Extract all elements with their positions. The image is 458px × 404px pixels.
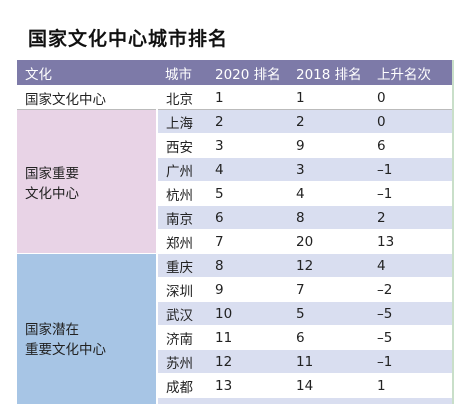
table-row: 国家潜在 重要文化中心 重庆 8 12 4 <box>17 253 452 404</box>
rank-change-cell: –5 <box>369 325 452 350</box>
city-cell: 长沙 <box>157 397 207 404</box>
city-cell: 北京 <box>157 85 207 110</box>
rank-change-cell: 0 <box>369 109 452 134</box>
rank-change-cell: 1 <box>369 373 452 398</box>
rank-2018-cell: 14 <box>288 373 369 398</box>
rank-2018-cell: 4 <box>288 181 369 206</box>
rank-2020-cell: 14 <box>207 397 288 404</box>
city-cell: 广州 <box>157 157 207 182</box>
city-cell: 成都 <box>157 373 207 398</box>
rank-2020-cell: 12 <box>207 349 288 374</box>
city-cell: 重庆 <box>157 253 207 278</box>
group-label: 国家重要 文化中心 <box>17 109 158 254</box>
rank-2018-cell: 20 <box>288 229 369 254</box>
rank-2018-cell: 2 <box>288 109 369 134</box>
rank-change-cell: –1 <box>369 349 452 374</box>
rank-2018-cell: 5 <box>288 301 369 326</box>
rank-2018-cell: 7 <box>288 277 369 302</box>
rank-change-cell: –4 <box>369 397 452 404</box>
city-cell: 深圳 <box>157 277 207 302</box>
rank-2020-cell: 11 <box>207 325 288 350</box>
rank-2020-cell: 9 <box>207 277 288 302</box>
table-row: 成都 13 14 1 <box>17 373 452 398</box>
rank-change-cell: –1 <box>369 181 452 206</box>
table-row: 国家文化中心 北京 1 1 0 <box>17 85 452 110</box>
rank-2020-cell: 10 <box>207 301 288 326</box>
header-culture: 文化 <box>17 60 157 86</box>
rank-2020-cell: 1 <box>207 85 288 110</box>
rank-change-cell: –5 <box>369 301 452 326</box>
rank-2018-cell: 10 <box>288 397 369 404</box>
table-row: 国家重要 文化中心 上海 2 2 0 <box>17 109 452 254</box>
city-cell: 西安 <box>157 133 207 158</box>
header-city: 城市 <box>157 60 207 86</box>
table-row: 南京 6 8 2 <box>17 205 452 230</box>
rank-change-cell: –1 <box>369 157 452 182</box>
rank-2020-cell: 3 <box>207 133 288 158</box>
group-label: 国家潜在 重要文化中心 <box>17 253 158 404</box>
city-cell: 武汉 <box>157 301 207 326</box>
city-cell: 南京 <box>157 205 207 230</box>
rank-2020-cell: 13 <box>207 373 288 398</box>
rank-2018-cell: 9 <box>288 133 369 158</box>
ranking-table-container: 文化 城市 2020 排名 2018 排名 上升名次 国家文化中心 北京 1 1 0 国家… <box>17 60 452 404</box>
rank-2020-cell: 7 <box>207 229 288 254</box>
rank-2020-cell: 2 <box>207 109 288 134</box>
rank-2018-cell: 1 <box>288 85 369 110</box>
page-title: 国家文化中心城市排名 <box>28 28 229 50</box>
rank-change-cell: 13 <box>369 229 452 254</box>
rank-2020-cell: 8 <box>207 253 288 278</box>
table-row: 武汉 10 5 –5 <box>17 301 452 326</box>
city-cell: 杭州 <box>157 181 207 206</box>
rank-2020-cell: 6 <box>207 205 288 230</box>
rank-2018-cell: 12 <box>288 253 369 278</box>
group-label: 国家文化中心 <box>17 85 158 110</box>
rank-2020-cell: 5 <box>207 181 288 206</box>
city-cell: 苏州 <box>157 349 207 374</box>
table-row: 苏州 12 11 –1 <box>17 349 452 374</box>
table-row: 深圳 9 7 –2 <box>17 277 452 302</box>
rank-change-cell: 2 <box>369 205 452 230</box>
rank-2018-cell: 11 <box>288 349 369 374</box>
header-rank-2018: 2018 排名 <box>288 60 369 86</box>
header-rank-change: 上升名次 <box>369 60 452 86</box>
rank-change-cell: 4 <box>369 253 452 278</box>
table-row: 杭州 5 4 –1 <box>17 181 452 206</box>
ranking-table: 文化 城市 2020 排名 2018 排名 上升名次 国家文化中心 北京 1 1 0 国家… <box>17 60 452 404</box>
city-cell: 郑州 <box>157 229 207 254</box>
city-cell: 济南 <box>157 325 207 350</box>
rank-change-cell: 0 <box>369 85 452 110</box>
right-divider <box>452 60 454 404</box>
table-row: 广州 4 3 –1 <box>17 157 452 182</box>
table-row: 西安 3 9 6 <box>17 133 452 158</box>
rank-change-cell: 6 <box>369 133 452 158</box>
rank-2018-cell: 6 <box>288 325 369 350</box>
rank-2018-cell: 8 <box>288 205 369 230</box>
table-row: 郑州 7 20 13 <box>17 229 452 254</box>
rank-2018-cell: 3 <box>288 157 369 182</box>
rank-2020-cell: 4 <box>207 157 288 182</box>
table-row: 济南 11 6 –5 <box>17 325 452 350</box>
city-cell: 上海 <box>157 109 207 134</box>
rank-change-cell: –2 <box>369 277 452 302</box>
header-row: 文化 城市 2020 排名 2018 排名 上升名次 <box>17 60 452 86</box>
header-rank-2020: 2020 排名 <box>207 60 288 86</box>
